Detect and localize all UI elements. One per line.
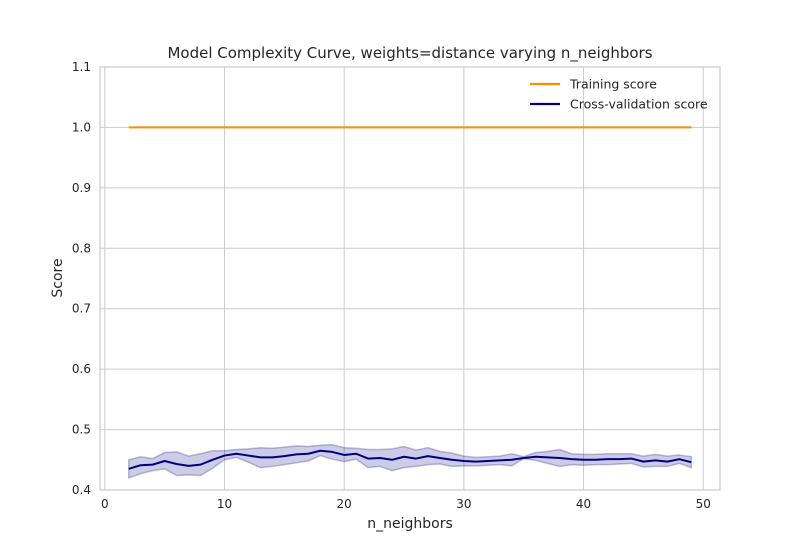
legend: Training score Cross-validation score <box>530 77 708 112</box>
y-tick-label: 0.4 <box>72 483 91 497</box>
x-tick-label: 10 <box>217 497 232 511</box>
x-tick-label: 50 <box>696 497 711 511</box>
x-tick-label: 30 <box>456 497 471 511</box>
plot-background <box>100 67 720 490</box>
y-tick-label: 0.9 <box>72 181 91 195</box>
x-axis-ticks: 0 10 20 30 40 50 <box>101 497 711 511</box>
y-tick-label: 1.0 <box>72 120 91 134</box>
legend-label-cross-validation-score: Cross-validation score <box>570 97 708 112</box>
y-tick-label: 0.8 <box>72 241 91 255</box>
x-tick-label: 20 <box>337 497 352 511</box>
chart-title: Model Complexity Curve, weights=distance… <box>167 44 652 63</box>
score-lines <box>128 126 692 470</box>
y-tick-label: 1.1 <box>72 60 91 74</box>
legend-label-training-score: Training score <box>569 77 657 92</box>
plot-frame <box>99 66 721 491</box>
y-tick-label: 0.7 <box>72 302 91 316</box>
y-tick-label: 0.5 <box>72 423 91 437</box>
cross-validation-score-line <box>128 449 692 470</box>
cross-validation-score-band <box>127 443 693 479</box>
y-axis-ticks: 0.4 0.5 0.6 0.7 0.8 0.9 1.0 1.1 <box>72 60 91 497</box>
plot-area <box>99 66 721 491</box>
x-axis-label: n_neighbors <box>367 516 453 532</box>
x-tick-label: 40 <box>576 497 591 511</box>
x-tick-label: 0 <box>101 497 109 511</box>
y-tick-label: 0.6 <box>72 362 91 376</box>
y-axis-label: Score <box>50 258 66 297</box>
